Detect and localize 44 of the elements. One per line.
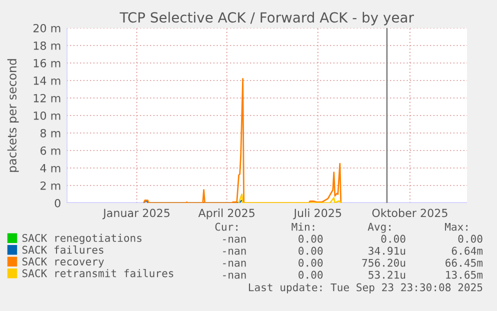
text: Max: (445, 222, 468, 231)
text: 13.65m (446, 270, 482, 279)
text: 0.00 (298, 258, 323, 267)
text: -nan (223, 272, 246, 279)
y-tick-label: 2 m (40, 181, 60, 190)
legend-label: SACK failures (22, 246, 104, 254)
legend-label: SACK retransmit failures (22, 269, 174, 278)
text: 53.21u (368, 270, 406, 279)
chart-title: TCP Selective ACK / Forward ACK - by year (120, 12, 414, 26)
text: 66.45m (446, 258, 482, 267)
y-tick-label: 16 m (34, 58, 60, 68)
text: 0.00 (458, 234, 482, 243)
text: -nan (223, 236, 246, 243)
legend-label: SACK recovery (22, 258, 104, 268)
text: -nan (223, 260, 246, 267)
text: Last update: Tue Sep 23 23:30:08 2025 (248, 283, 482, 294)
x-tick-label: Oktober 2025 (372, 208, 448, 218)
line-series (143, 78, 342, 203)
y-tick-label: 14 m (34, 76, 60, 85)
y-tick-label: 6 m (40, 146, 60, 155)
legend-label: SACK renegotiations (22, 234, 142, 244)
text: 6.64m (452, 246, 482, 255)
y-tick-label: 12 m (34, 94, 60, 102)
text: Avg: (368, 222, 390, 233)
text: 0.00 (298, 234, 323, 243)
text: 0.00 (298, 246, 323, 255)
text: Cur: (215, 222, 238, 231)
y-tick-label: 10 m (34, 111, 60, 120)
text: 756.20u (362, 258, 406, 267)
y-axis-title: packets per second (7, 59, 19, 172)
y-tick-label: 18 m (34, 41, 60, 50)
x-tick-label: April 2025 (198, 208, 254, 220)
y-tick-label: 8 m (40, 128, 60, 138)
text: 0.00 (298, 270, 323, 279)
y-tick-label: 20 m (33, 24, 60, 32)
text: 0.00 (381, 234, 406, 243)
y-tick-label: 4 m (40, 164, 60, 172)
text: -nan (223, 248, 246, 255)
text: 34.91u (368, 246, 406, 255)
x-tick-label: Januar 2025 (102, 208, 170, 220)
y-tick-label: 0 (54, 198, 60, 208)
text: Min: (292, 222, 314, 231)
x-tick-label: Juli 2025 (293, 208, 342, 220)
line-series (238, 194, 342, 203)
